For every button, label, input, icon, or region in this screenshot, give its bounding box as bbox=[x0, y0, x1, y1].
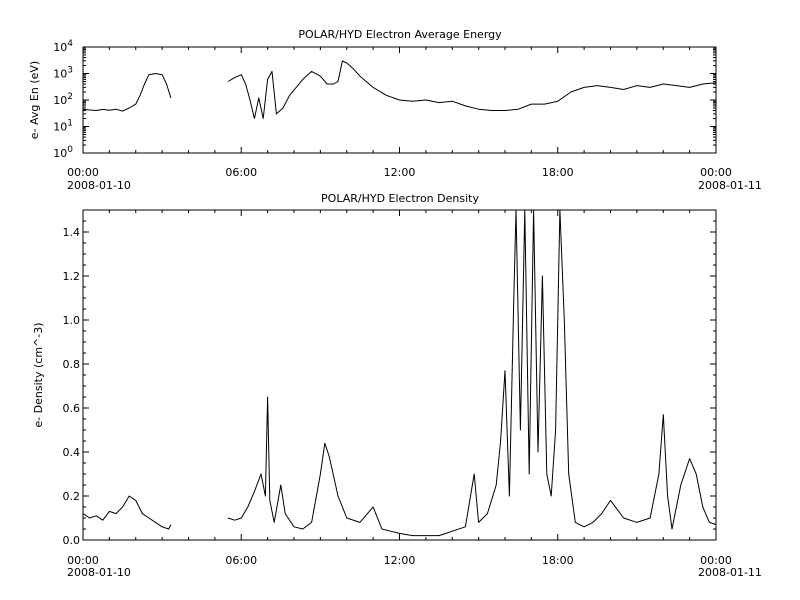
density-x-start-date: 2008-01-10 bbox=[67, 566, 131, 579]
density-panel: POLAR/HYD Electron Density e- Density (c… bbox=[32, 192, 762, 579]
density-x-tick-labels: 00:00 06:00 12:00 18:00 00:00 bbox=[67, 554, 732, 567]
y-tick-label: 101 bbox=[53, 119, 73, 134]
series-line bbox=[82, 73, 172, 112]
y-tick-label: 0.4 bbox=[63, 446, 81, 459]
series-line bbox=[227, 209, 717, 537]
density-tick-group bbox=[82, 209, 717, 541]
energy-y-axis-title: e- Avg En (eV) bbox=[28, 61, 41, 139]
energy-series-group bbox=[82, 60, 717, 119]
y-tick-label: 100 bbox=[53, 145, 73, 160]
y-tick-label: 0.6 bbox=[63, 402, 81, 415]
x-tick-label: 12:00 bbox=[384, 554, 416, 567]
x-tick-label: 18:00 bbox=[542, 166, 574, 179]
series-line bbox=[227, 60, 717, 119]
energy-panel: POLAR/HYD Electron Average Energy e- Avg… bbox=[28, 28, 762, 192]
series-line bbox=[82, 495, 172, 530]
x-tick-label: 06:00 bbox=[225, 166, 257, 179]
y-tick-label: 104 bbox=[53, 39, 73, 54]
energy-plot-frame bbox=[82, 46, 717, 154]
x-tick-label: 06:00 bbox=[225, 554, 257, 567]
energy-x-end-date: 2008-01-11 bbox=[698, 179, 762, 192]
x-tick-label: 12:00 bbox=[384, 166, 416, 179]
y-tick-label: 103 bbox=[53, 66, 73, 81]
energy-chart-title: POLAR/HYD Electron Average Energy bbox=[298, 28, 502, 41]
y-tick-label: 0.2 bbox=[63, 490, 81, 503]
energy-y-tick-labels: 100 101 102 103 104 bbox=[53, 39, 73, 160]
x-tick-label: 00:00 bbox=[67, 166, 99, 179]
x-tick-label: 18:00 bbox=[542, 554, 574, 567]
density-plot-frame bbox=[82, 209, 717, 541]
y-tick-label: 0.0 bbox=[63, 534, 81, 547]
y-tick-label: 1.2 bbox=[63, 270, 81, 283]
y-tick-label: 1.0 bbox=[63, 314, 81, 327]
y-tick-label: 102 bbox=[53, 92, 73, 107]
density-y-tick-labels: 0.0 0.2 0.4 0.6 0.8 1.0 1.2 1.4 bbox=[63, 226, 81, 547]
density-series-group bbox=[82, 209, 717, 537]
energy-x-tick-labels: 00:00 06:00 12:00 18:00 00:00 bbox=[67, 166, 732, 179]
density-y-axis-title: e- Density (cm^-3) bbox=[32, 322, 45, 427]
density-chart-title: POLAR/HYD Electron Density bbox=[321, 192, 479, 205]
energy-x-start-date: 2008-01-10 bbox=[67, 179, 131, 192]
y-tick-label: 0.8 bbox=[63, 358, 81, 371]
density-x-end-date: 2008-01-11 bbox=[698, 566, 762, 579]
x-tick-label: 00:00 bbox=[67, 554, 99, 567]
y-tick-label: 1.4 bbox=[63, 226, 81, 239]
x-tick-label: 00:00 bbox=[700, 166, 732, 179]
x-tick-label: 00:00 bbox=[700, 554, 732, 567]
